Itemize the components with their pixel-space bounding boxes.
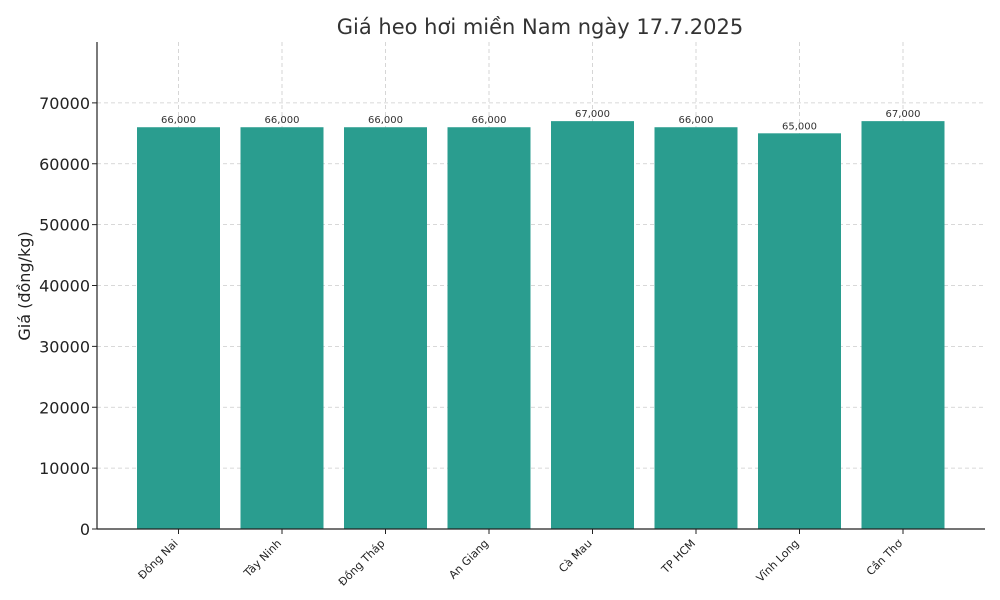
data-label: 66,000 bbox=[368, 115, 403, 126]
data-label: 67,000 bbox=[575, 109, 610, 120]
y-tick-label: 0 bbox=[80, 520, 90, 539]
x-tick-label: Tây Ninh bbox=[241, 537, 284, 580]
x-tick-label: Cần Thơ bbox=[864, 537, 905, 578]
bar bbox=[654, 127, 738, 529]
y-tick-label: 60000 bbox=[39, 155, 90, 174]
data-label: 67,000 bbox=[886, 109, 921, 120]
x-axis-ticks: Đồng Nai Tây Ninh Đồng Tháp An Giang Cà Mau T… bbox=[136, 529, 905, 589]
y-axis-label: Giá (đồng/kg) bbox=[15, 231, 34, 340]
x-tick-label: An Giang bbox=[446, 537, 491, 582]
data-labels: 66,000 66,000 66,000 66,000 67,000 66,000 65,0… bbox=[161, 109, 921, 132]
x-tick-label: Cà Mau bbox=[556, 537, 594, 575]
data-label: 66,000 bbox=[679, 115, 714, 126]
bar bbox=[551, 121, 634, 529]
x-tick-label: TP HCM bbox=[658, 537, 698, 577]
bar bbox=[240, 127, 324, 529]
x-tick-label: Đồng Nai bbox=[136, 537, 181, 582]
data-label: 66,000 bbox=[265, 115, 300, 126]
bar bbox=[758, 133, 841, 529]
y-tick-label: 50000 bbox=[39, 216, 90, 235]
x-tick-label: Đồng Tháp bbox=[336, 537, 388, 589]
bar bbox=[447, 127, 531, 529]
y-tick-label: 40000 bbox=[39, 277, 90, 296]
data-label: 66,000 bbox=[472, 115, 507, 126]
x-tick-label: Vĩnh Long bbox=[754, 537, 802, 585]
y-tick-label: 70000 bbox=[39, 94, 90, 113]
bars bbox=[137, 121, 945, 529]
grid-lines bbox=[97, 42, 985, 529]
bar bbox=[861, 121, 945, 529]
y-axis-ticks: 0 10000 20000 30000 40000 50000 60000 70000 bbox=[39, 94, 97, 539]
bar bbox=[137, 127, 220, 529]
chart-title: Giá heo hơi miền Nam ngày 17.7.2025 bbox=[337, 15, 743, 39]
y-tick-label: 30000 bbox=[39, 337, 90, 356]
data-label: 65,000 bbox=[782, 121, 817, 132]
y-tick-label: 10000 bbox=[39, 459, 90, 478]
y-tick-label: 20000 bbox=[39, 398, 90, 417]
bar bbox=[344, 127, 427, 529]
data-label: 66,000 bbox=[161, 115, 196, 126]
